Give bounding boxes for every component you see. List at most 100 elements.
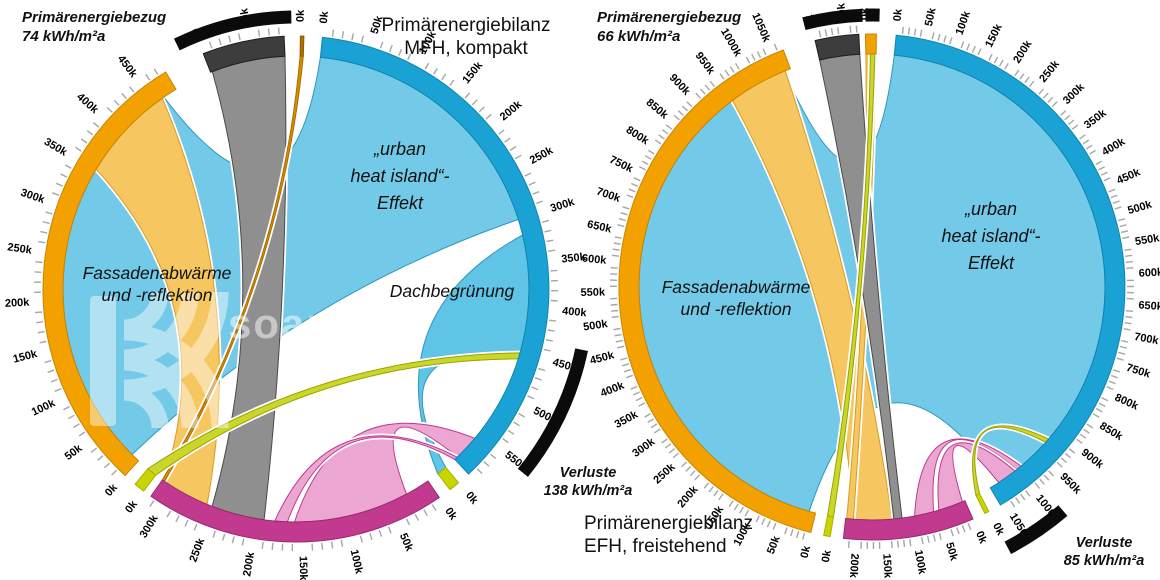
minor-tick [271,542,274,550]
minor-tick [1079,433,1087,439]
minor-tick [1108,380,1116,385]
minor-tick [52,192,60,196]
minor-tick [694,474,701,481]
minor-tick [739,506,744,514]
minor-tick [661,438,668,444]
minor-tick [971,45,976,53]
tick-label-blue-250: 250k [1037,58,1062,85]
minor-tick [635,396,643,402]
tick-label-orange-350: 350k [613,408,641,431]
minor-tick [145,73,151,81]
tick-label-lime2-0: 0k [820,548,834,563]
minor-tick [550,269,558,272]
minor-tick [901,26,904,34]
tick-label-blue-100: 100k [954,9,974,37]
minor-tick [1051,101,1058,108]
minor-tick [431,504,437,511]
minor-tick [1056,461,1063,468]
minor-tick [111,469,117,476]
minor-tick [379,41,384,49]
tick-label-blue-950: 950k [1057,471,1083,497]
minor-tick [849,25,852,33]
minor-tick [644,412,651,418]
minor-tick [531,386,539,391]
minor-tick [1071,124,1079,130]
minor-tick [937,33,941,41]
minor-tick [1103,177,1111,182]
minor-tick [1118,351,1126,355]
minor-tick [545,339,553,342]
tick-label-orange-850: 850k [644,97,671,122]
minor-tick [1110,374,1118,379]
tick-label-magenta-200: 200k [847,553,861,579]
minor-tick [724,69,730,77]
minor-tick [658,134,665,140]
minor-tick [913,28,917,36]
minor-tick [369,532,373,541]
tick-label-orange-150: 150k [12,348,40,366]
minor-tick [626,194,634,199]
tick-label-blue-750: 750k [1125,362,1153,381]
minor-tick [388,45,393,53]
minor-tick [801,532,806,540]
minor-tick [1020,493,1026,501]
tick-label-blue-200: 200k [1011,38,1035,66]
tick-label-orange-200: 200k [5,297,31,310]
minor-tick [672,452,679,459]
tick-label-blue-350: 350k [561,251,588,266]
tick-label-orange-450: 450k [115,53,140,80]
tick-label-blue-50: 50k [369,14,386,36]
minor-tick [113,99,120,106]
minor-tick [228,35,232,43]
tick-label-orange-350: 350k [42,136,70,159]
minor-tick [45,211,53,215]
left-bezug-line1: Primärenergiebezug [22,9,167,26]
watermark-logo-bar [90,296,116,426]
minor-tick [1125,260,1133,263]
minor-tick [527,395,535,400]
minor-tick [620,357,628,361]
tick-label-blue-550: 550k [1134,232,1160,248]
tick-label-blue-500: 500k [1126,198,1154,217]
annotation-verluste-arc [517,348,588,477]
minor-tick [654,428,661,434]
minor-tick [489,453,497,460]
minor-tick [610,267,618,269]
right-flow-label-fassade: Fassadenabwärme und -reflektion [661,277,811,319]
minor-tick [509,146,517,151]
tick-label-blue-450: 450k [1115,166,1143,187]
minor-tick [218,38,222,46]
tick-label-blue-650: 650k [1138,299,1160,313]
minor-tick [514,154,522,160]
tick-label-orange-950: 950k [693,50,718,77]
minor-tick [993,56,999,64]
tick-label-orange-50: 50k [63,442,86,463]
minor-tick [644,155,652,160]
minor-tick [166,510,172,518]
minor-tick [1047,96,1054,103]
minor-tick [504,137,511,143]
minor-tick [699,88,706,95]
minor-tick [1025,490,1031,497]
minor-tick [60,173,68,178]
minor-tick [1010,500,1016,508]
minor-tick [1039,478,1045,485]
minor-tick [896,540,900,548]
segment-arc-lime1 [437,466,460,491]
minor-tick [611,254,619,257]
minor-tick [719,73,725,80]
minor-tick [193,523,198,531]
minor-tick [538,367,546,372]
minor-tick [518,412,525,418]
minor-tick [93,122,100,128]
minor-tick [633,391,640,396]
minor-tick [762,48,767,56]
minor-tick [1083,428,1090,434]
minor-tick [1120,230,1129,234]
minor-tick [528,181,536,186]
minor-tick [1126,267,1134,269]
minor-tick [641,160,649,166]
minor-tick [449,79,455,87]
